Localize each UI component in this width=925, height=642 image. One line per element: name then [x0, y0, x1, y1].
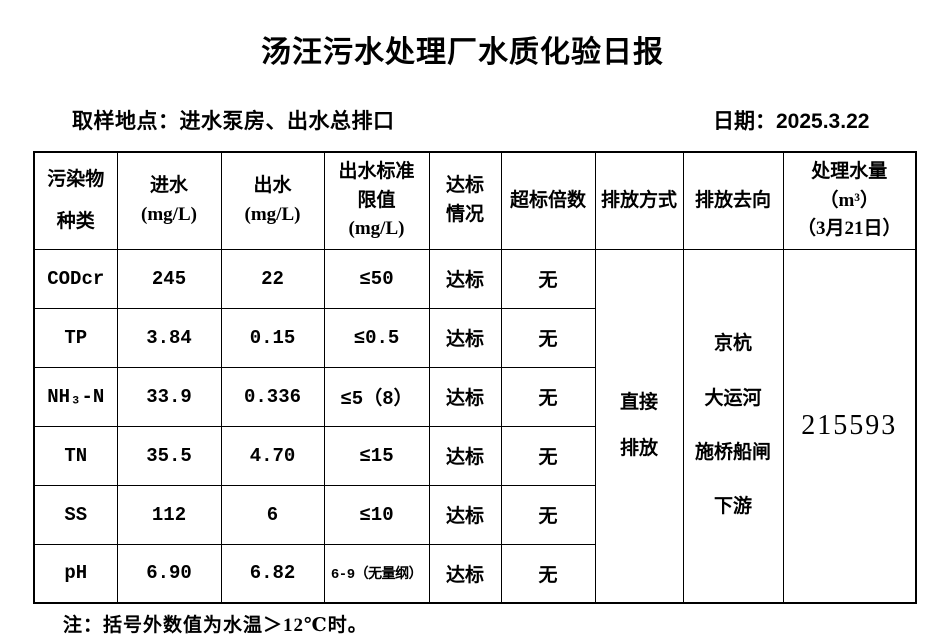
- col-header-compliance: 达标 情况: [428, 151, 502, 250]
- cell-limit-value: ≤10: [323, 484, 430, 545]
- header-line: 污染物: [47, 168, 105, 190]
- cell-compliance-status: 达标: [428, 307, 502, 368]
- cell-exceedance-value: 无: [500, 248, 596, 309]
- cell-limit-value: ≤15: [323, 425, 430, 486]
- header-line: （3月21日）: [796, 218, 902, 239]
- table-row-tn: TN 35.5 4.70 ≤15 达标 无: [33, 425, 916, 486]
- table-header-row: 污染物 种类 进水 (mg/L) 出水 (mg/L) 出水标准 限值 (mg/L…: [33, 151, 917, 250]
- header-line: 出水标准: [338, 161, 415, 182]
- report-date-label: 日期：2025.3.22: [713, 110, 870, 133]
- col-header-discharge-direction: 排放去向: [682, 151, 784, 250]
- cell-limit-value: ≤0.5: [323, 307, 430, 368]
- table-row-nh3n: NH₃-N 33.9 0.336 ≤5（8） 达标 无: [33, 366, 916, 427]
- merged-line: 直接: [619, 392, 658, 414]
- col-header-effluent-limit: 出水标准 限值 (mg/L): [323, 151, 430, 250]
- page-title: 汤汪污水处理厂水质化验日报: [261, 36, 664, 69]
- col-header-treated-volume: 处理水量 （m³） （3月21日）: [782, 151, 917, 250]
- header-line: 限值: [357, 189, 396, 211]
- cell-discharge-direction: 京杭 大运河 施桥船闸 下游: [682, 248, 784, 604]
- col-header-discharge-mode: 排放方式: [594, 151, 684, 250]
- header-line: (mg/L): [141, 203, 197, 225]
- merged-line: 京杭: [713, 333, 752, 355]
- cell-discharge-mode: 直接 排放: [594, 248, 684, 604]
- cell-influent-value: 3.84: [116, 307, 222, 368]
- header-line: 达标: [445, 175, 484, 197]
- cell-exceedance-value: 无: [500, 484, 596, 545]
- col-header-exceedance: 超标倍数: [500, 151, 596, 250]
- header-line: （m³）: [819, 189, 880, 211]
- sampling-location-label: 取样地点：进水泵房、出水总排口: [72, 110, 395, 133]
- cell-compliance-status: 达标: [428, 543, 502, 604]
- cell-effluent-value: 0.15: [220, 307, 325, 368]
- cell-limit-value: ≤5（8）: [323, 366, 430, 427]
- table-row-tp: TP 3.84 0.15 ≤0.5 达标 无: [33, 307, 916, 368]
- merged-line: 大运河: [704, 387, 762, 409]
- header-line: 进水: [149, 175, 188, 197]
- table-row-codcr: CODcr 245 22 ≤50 达标 无 直接 排放 京杭 大运河 施桥船闸 …: [33, 248, 917, 604]
- table-row-ss: SS 112 6 ≤10 达标 无: [33, 484, 916, 545]
- cell-influent-value: 35.5: [116, 425, 222, 486]
- cell-exceedance-value: 无: [500, 366, 596, 427]
- col-header-influent: 进水 (mg/L): [116, 151, 222, 250]
- cell-pollutant-name: CODcr: [33, 248, 118, 309]
- header-line: 处理水量: [811, 161, 888, 182]
- cell-pollutant-name: SS: [33, 484, 118, 545]
- cell-effluent-value: 0.336: [220, 366, 325, 427]
- cell-pollutant-name: TP: [33, 307, 118, 368]
- cell-compliance-status: 达标: [428, 484, 502, 545]
- cell-exceedance-value: 无: [500, 543, 596, 604]
- cell-effluent-value: 6: [220, 484, 325, 545]
- cell-effluent-value: 4.70: [220, 425, 325, 486]
- merged-line: 下游: [713, 495, 752, 517]
- cell-limit-value: ≤50: [323, 248, 430, 309]
- header-line: (mg/L): [348, 218, 405, 239]
- cell-treated-volume: 215593: [782, 248, 917, 604]
- cell-compliance-status: 达标: [428, 366, 502, 427]
- cell-pollutant-name: TN: [33, 425, 118, 486]
- cell-influent-value: 6.90: [116, 543, 222, 604]
- header-line: 情况: [445, 203, 484, 225]
- header-line: (mg/L): [244, 203, 301, 225]
- table-row-ph: pH 6.90 6.82 6-9（无量纲） 达标 无: [33, 543, 916, 604]
- col-header-effluent: 出水 (mg/L): [220, 151, 325, 250]
- header-line: 出水: [253, 175, 292, 197]
- cell-pollutant-name: pH: [33, 543, 118, 604]
- cell-influent-value: 112: [116, 484, 222, 545]
- cell-exceedance-value: 无: [500, 425, 596, 486]
- cell-compliance-status: 达标: [428, 425, 502, 486]
- col-header-pollutant-type: 污染物 种类: [33, 151, 118, 250]
- footnote: 注：括号外数值为水温＞12℃时。: [63, 615, 368, 636]
- cell-effluent-value: 22: [220, 248, 325, 309]
- cell-compliance-status: 达标: [428, 248, 502, 309]
- header-line: 种类: [56, 210, 95, 232]
- cell-limit-value: 6-9（无量纲）: [323, 543, 430, 604]
- water-quality-table: 污染物 种类 进水 (mg/L) 出水 (mg/L) 出水标准 限值 (mg/L…: [33, 151, 917, 604]
- cell-influent-value: 33.9: [116, 366, 222, 427]
- cell-influent-value: 245: [116, 248, 222, 309]
- cell-pollutant-name: NH₃-N: [33, 366, 118, 427]
- merged-line: 排放: [619, 437, 658, 459]
- merged-line: 施桥船闸: [694, 441, 771, 463]
- cell-effluent-value: 6.82: [220, 543, 325, 604]
- cell-exceedance-value: 无: [500, 307, 596, 368]
